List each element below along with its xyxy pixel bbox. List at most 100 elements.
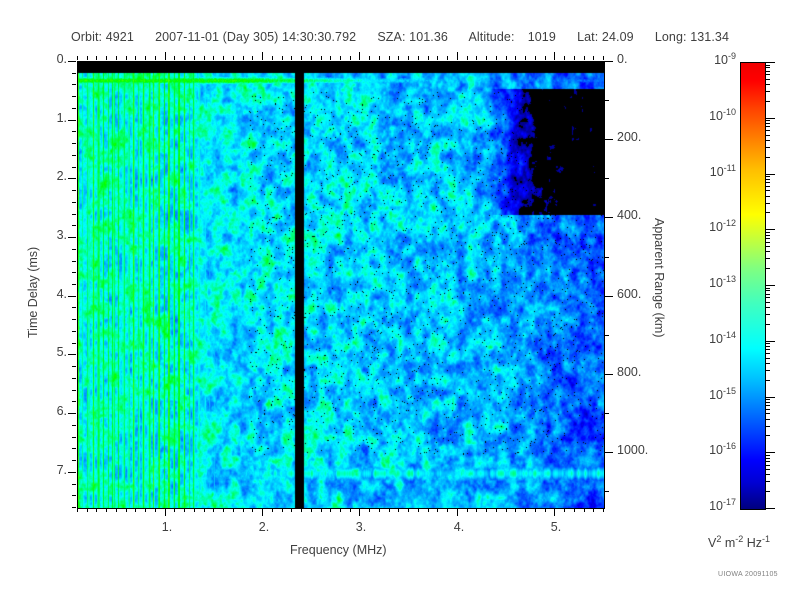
x-minor-tick (233, 508, 234, 512)
x-minor-tick-top (77, 56, 78, 60)
x-minor-tick-top (496, 56, 497, 60)
y-minor-tick (72, 390, 76, 391)
y-minor-tick (72, 73, 76, 74)
latitude-label: Lat: (577, 30, 599, 44)
y-minor-tick (72, 190, 76, 191)
x-tick-label: 2. (258, 520, 270, 534)
x-minor-tick (126, 508, 127, 512)
x-axis-title: Frequency (MHz) (290, 543, 387, 557)
colorbar-minor-tick (766, 405, 770, 406)
y-minor-tick (72, 448, 76, 449)
x-minor-tick-top (204, 56, 205, 60)
x-major-tick-top (262, 52, 263, 60)
x-minor-tick (340, 508, 341, 512)
x-minor-tick-top (301, 56, 302, 60)
x-minor-tick (525, 508, 526, 512)
y2-minor-tick (605, 491, 609, 492)
latitude-value: 24.09 (601, 30, 634, 44)
colorbar-major-tick (766, 118, 775, 119)
colorbar-minor-tick (766, 268, 770, 269)
x-minor-tick-top (311, 56, 312, 60)
x-major-tick (359, 508, 360, 516)
y-major-tick (68, 61, 76, 62)
x-minor-tick-top (194, 56, 195, 60)
x-minor-tick (272, 508, 273, 512)
x-minor-tick (437, 508, 438, 512)
x-minor-tick (301, 508, 302, 512)
x-minor-tick (535, 508, 536, 512)
y-tick-label: 2. (56, 169, 67, 183)
colorbar-minor-tick (766, 135, 770, 136)
x-minor-tick-top (321, 56, 322, 60)
colorbar-minor-tick (766, 130, 770, 131)
colorbar-minor-tick (766, 258, 770, 259)
colorbar-minor-tick (766, 71, 770, 72)
x-minor-tick (476, 508, 477, 512)
x-minor-tick-top (145, 56, 146, 60)
colorbar-minor-tick (766, 157, 770, 158)
x-major-tick (457, 508, 458, 516)
x-tick-label: 5. (550, 520, 562, 534)
x-minor-tick-top (447, 56, 448, 60)
x-minor-tick-top (389, 56, 390, 60)
colorbar-tick-label: 10-11 (709, 162, 736, 179)
colorbar-minor-tick (766, 343, 770, 344)
colorbar-minor-tick (766, 203, 770, 204)
colorbar-minor-tick (766, 186, 770, 187)
x-minor-tick (145, 508, 146, 512)
colorbar-minor-tick (766, 65, 770, 66)
colorbar-minor-tick (766, 288, 770, 289)
x-minor-tick-top (584, 56, 585, 60)
y-minor-tick (72, 155, 76, 156)
x-minor-tick-top (379, 56, 380, 60)
colorbar-minor-tick (766, 126, 770, 127)
x-minor-tick (106, 508, 107, 512)
colorbar-tick-label: 10-17 (709, 496, 736, 513)
colorbar-minor-tick (766, 302, 770, 303)
y-minor-tick (72, 214, 76, 215)
x-minor-tick-top (330, 56, 331, 60)
x-minor-tick-top (282, 56, 283, 60)
y-axis-title: Time Delay (ms) (26, 246, 40, 338)
colorbar-minor-tick (766, 474, 770, 475)
x-minor-tick (252, 508, 253, 512)
x-minor-tick (291, 508, 292, 512)
colorbar-minor-tick (766, 235, 770, 236)
x-minor-tick (223, 508, 224, 512)
x-minor-tick-top (369, 56, 370, 60)
y2-minor-tick (605, 178, 609, 179)
colorbar-minor-tick (766, 232, 770, 233)
y-minor-tick (72, 202, 76, 203)
x-minor-tick (447, 508, 448, 512)
colorbar-minor-tick (766, 455, 770, 456)
colorbar-minor-tick (766, 147, 770, 148)
y-minor-tick (72, 319, 76, 320)
x-major-tick (165, 508, 166, 516)
colorbar-minor-tick (766, 353, 770, 354)
x-minor-tick-top (340, 56, 341, 60)
colorbar-minor-tick (766, 419, 770, 420)
y2-tick-label: 600. (617, 287, 642, 301)
y2-tick-label: 800. (617, 365, 642, 379)
longitude-value: 131.34 (690, 30, 730, 44)
colorbar-minor-tick (766, 120, 770, 121)
colorbar-minor-tick (766, 426, 770, 427)
x-minor-tick (603, 508, 604, 512)
x-minor-tick (174, 508, 175, 512)
x-minor-tick (330, 508, 331, 512)
colorbar-minor-tick (766, 491, 770, 492)
y-minor-tick (72, 143, 76, 144)
colorbar-tick-label: 10-15 (709, 385, 736, 402)
colorbar-minor-tick (766, 349, 770, 350)
orbit-label: Orbit: (70, 30, 103, 44)
y-minor-tick (72, 425, 76, 426)
y2-tick-label: 1000. (617, 443, 649, 457)
x-minor-tick (496, 508, 497, 512)
colorbar-minor-tick (766, 246, 770, 247)
x-tick-label: 4. (453, 520, 465, 534)
y-minor-tick (72, 131, 76, 132)
colorbar-minor-tick (766, 294, 770, 295)
x-major-tick-top (554, 52, 555, 60)
x-major-tick-top (457, 52, 458, 60)
x-minor-tick (545, 508, 546, 512)
